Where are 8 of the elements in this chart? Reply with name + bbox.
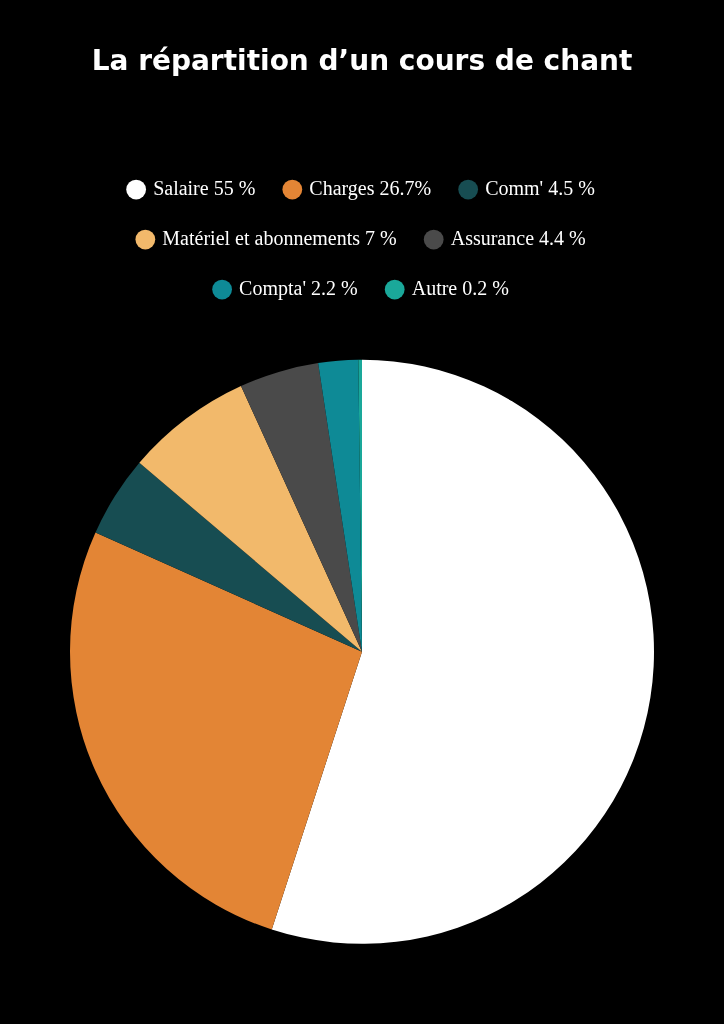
legend-label: Matériel et abonnements 7 %	[162, 226, 397, 249]
legend-label: Charges 26.7%	[309, 176, 432, 200]
legend-label: Autre 0.2 %	[411, 276, 509, 299]
legend-label: Compta' 2.2 %	[239, 276, 358, 300]
chart-title: La répartition d’un cours de chant	[91, 44, 633, 78]
legend-label: Salaire 55 %	[153, 176, 256, 199]
legend-label: Assurance 4.4 %	[450, 226, 586, 249]
legend-label: Comm' 4.5 %	[485, 176, 595, 199]
